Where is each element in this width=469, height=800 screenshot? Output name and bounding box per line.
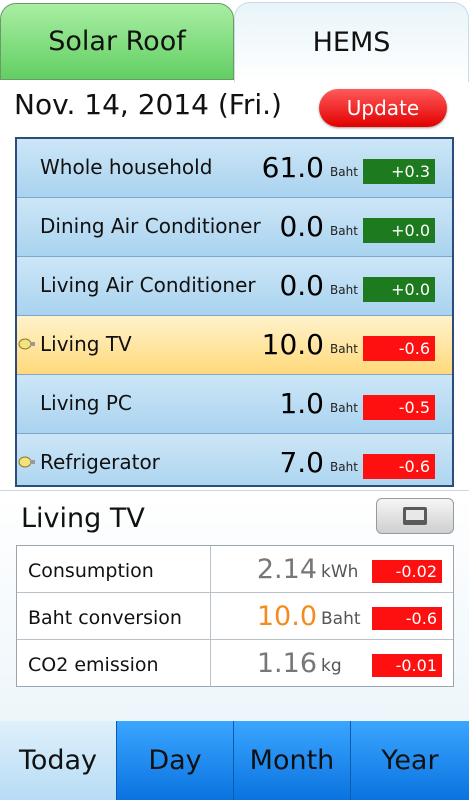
list-item-dining-air-conditioner[interactable]: Dining Air Conditioner 0.0 Baht +0.0	[17, 198, 452, 257]
list-item-value: 7.0	[279, 446, 324, 479]
top-tab-bar: Solar Roof HEMS	[0, 0, 469, 82]
detail-title: Living TV	[21, 503, 145, 534]
detail-row-value: 10.0	[256, 601, 317, 632]
detail-row-unit: Baht	[321, 609, 361, 629]
list-item-unit: Baht	[330, 401, 358, 415]
list-item-unit: Baht	[330, 224, 358, 238]
list-item-diff-badge: +0.0	[363, 277, 435, 302]
detail-row-diff-badge: -0.01	[372, 654, 442, 677]
list-item-value: 0.0	[279, 269, 324, 302]
list-item-value: 1.0	[279, 387, 324, 420]
detail-row-unit: kg	[321, 656, 342, 676]
list-item-label: Dining Air Conditioner	[40, 214, 261, 238]
list-item-living-air-conditioner[interactable]: Living Air Conditioner 0.0 Baht +0.0	[17, 257, 452, 316]
bulb-icon	[18, 456, 35, 468]
list-item-diff-badge: +0.3	[363, 159, 435, 184]
list-item-unit: Baht	[330, 460, 358, 474]
list-item-label: Living PC	[40, 391, 132, 415]
list-item-unit: Baht	[330, 342, 358, 356]
detail-row-value: 2.14	[256, 554, 317, 585]
list-item-label: Whole household	[40, 155, 213, 179]
date-label: Nov. 14, 2014 (Fri.)	[14, 88, 282, 121]
tab-hems[interactable]: HEMS	[234, 2, 469, 82]
list-item-unit: Baht	[330, 283, 358, 297]
detail-row-unit: kWh	[321, 562, 359, 582]
list-item-whole-household[interactable]: Whole household 61.0 Baht +0.3	[17, 139, 452, 198]
update-button[interactable]: Update	[319, 89, 447, 127]
column-divider	[210, 593, 211, 639]
monitor-icon	[403, 507, 427, 525]
list-item-diff-badge: -0.6	[363, 454, 435, 479]
tab-day[interactable]: Day	[117, 721, 234, 800]
list-item-living-pc[interactable]: Living PC 1.0 Baht -0.5	[17, 375, 452, 434]
list-item-label: Refrigerator	[40, 450, 160, 474]
list-item-unit: Baht	[330, 165, 358, 179]
tab-year[interactable]: Year	[351, 721, 469, 800]
bulb-icon	[18, 338, 35, 350]
tab-month[interactable]: Month	[234, 721, 351, 800]
detail-row-co2-emission: CO2 emission 1.16 kg -0.01	[17, 640, 453, 687]
list-item-label: Living Air Conditioner	[40, 273, 256, 297]
detail-table: Consumption 2.14 kWh -0.02 Baht conversi…	[16, 545, 454, 687]
list-item-diff-badge: -0.5	[363, 395, 435, 420]
list-item-value: 61.0	[261, 151, 324, 184]
display-toggle-button[interactable]	[376, 498, 454, 534]
bottom-tab-bar: Today Day Month Year	[0, 721, 469, 800]
column-divider	[210, 640, 211, 687]
detail-row-diff-badge: -0.02	[372, 560, 442, 583]
list-item-refrigerator[interactable]: Refrigerator 7.0 Baht -0.6	[17, 434, 452, 485]
detail-row-consumption: Consumption 2.14 kWh -0.02	[17, 546, 453, 593]
detail-row-value: 1.16	[256, 648, 317, 679]
list-item-label: Living TV	[40, 332, 132, 356]
detail-row-label: CO2 emission	[28, 654, 159, 676]
tab-today[interactable]: Today	[0, 721, 117, 800]
list-item-living-tv[interactable]: Living TV 10.0 Baht -0.6	[17, 316, 452, 375]
list-item-value: 10.0	[261, 328, 324, 361]
appliance-list: Whole household 61.0 Baht +0.3 Dining Ai…	[15, 137, 454, 487]
detail-row-baht-conversion: Baht conversion 10.0 Baht -0.6	[17, 593, 453, 640]
list-item-value: 0.0	[279, 210, 324, 243]
detail-row-diff-badge: -0.6	[372, 607, 442, 630]
list-item-diff-badge: +0.0	[363, 218, 435, 243]
list-item-diff-badge: -0.6	[363, 336, 435, 361]
detail-row-label: Baht conversion	[28, 607, 182, 629]
detail-row-label: Consumption	[28, 560, 154, 582]
tab-solar-roof[interactable]: Solar Roof	[0, 3, 234, 80]
column-divider	[210, 546, 211, 592]
